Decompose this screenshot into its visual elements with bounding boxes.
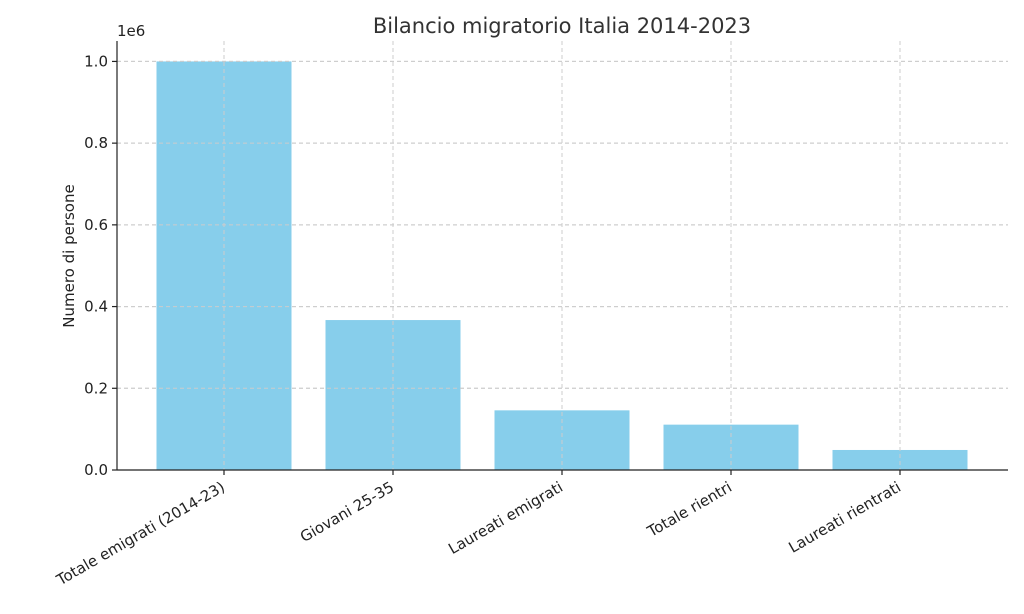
x-tick-label: Totale rientri: [643, 478, 735, 541]
y-tick-label: 0.6: [84, 216, 108, 234]
y-tick-label: 0.0: [84, 461, 108, 479]
y-tick-label: 0.2: [84, 379, 108, 397]
x-tick-label: Giovani 25-35: [297, 478, 397, 546]
y-tick-label: 0.8: [84, 134, 108, 152]
y-tick-label: 0.4: [84, 298, 108, 316]
y-axis-label: Numero di persone: [60, 184, 78, 327]
x-tick-label: Totale emigrati (2014-23): [53, 478, 228, 590]
x-tick-label: Laureati emigrati: [445, 478, 566, 558]
x-tick-label: Laureati rientrati: [785, 478, 904, 557]
chart-title: Bilancio migratorio Italia 2014-2023: [373, 14, 751, 38]
bar: [832, 449, 968, 470]
y-axis-scale-label: 1e6: [117, 22, 145, 40]
y-tick-label: 1.0: [84, 52, 108, 70]
